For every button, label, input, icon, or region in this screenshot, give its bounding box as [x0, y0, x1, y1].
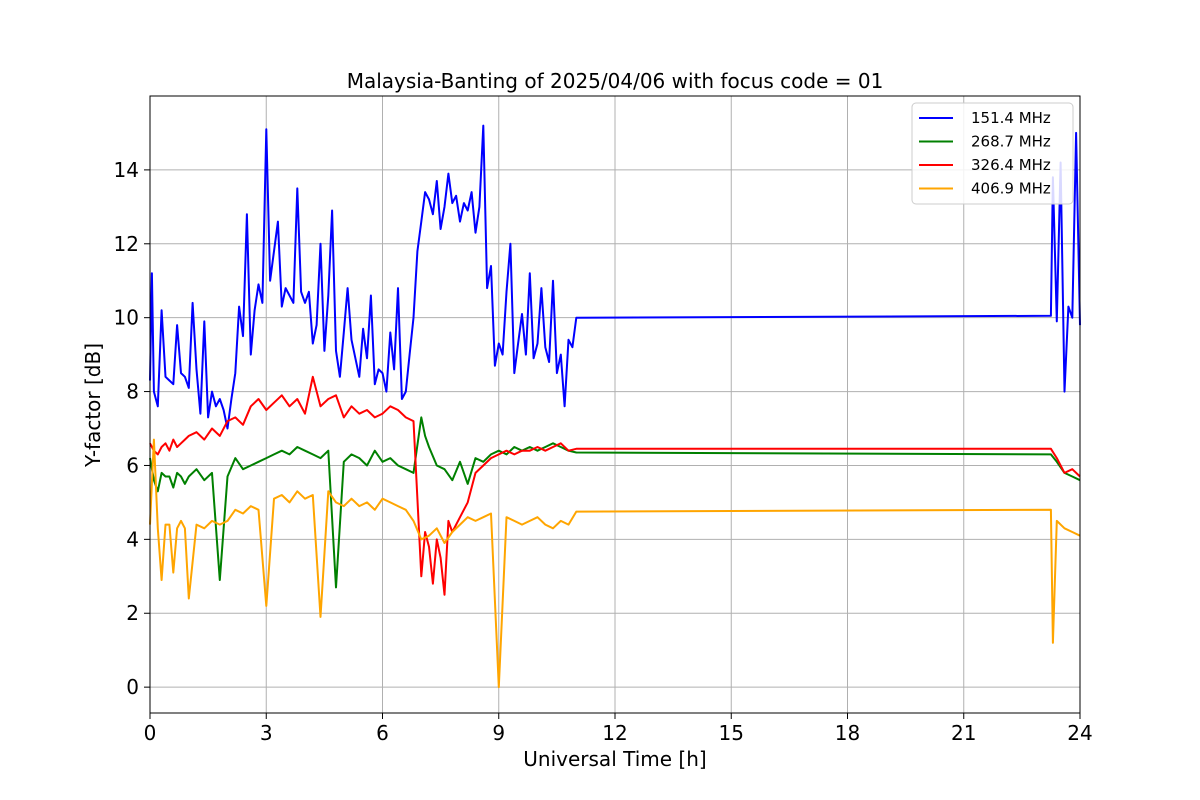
- x-tick-label: 21: [951, 721, 976, 745]
- legend-label: 268.7 MHz: [971, 133, 1051, 151]
- x-tick-label: 15: [719, 721, 744, 745]
- y-axis-label: Y-factor [dB]: [81, 343, 105, 468]
- x-tick-label: 18: [835, 721, 860, 745]
- x-tick-label: 6: [376, 721, 389, 745]
- x-tick-label: 0: [144, 721, 157, 745]
- series-line-4: [149, 438, 1081, 689]
- y-tick-label: 2: [126, 601, 139, 625]
- legend-box: [911, 102, 1074, 205]
- x-tick-label: 24: [1067, 721, 1092, 745]
- y-tick-label: 4: [126, 527, 139, 551]
- series-line-3: [149, 375, 1081, 596]
- x-tick-label: 3: [260, 721, 273, 745]
- chart-title: Malaysia-Banting of 2025/04/06 with focu…: [347, 69, 884, 93]
- y-tick-label: 10: [114, 306, 139, 330]
- legend: 151.4 MHz 268.7 MHz 326.4 MHz 406.9 MHz: [911, 102, 1074, 205]
- legend-label: 326.4 MHz: [971, 156, 1051, 174]
- y-tick-label: 12: [114, 232, 139, 256]
- y-tick-label: 6: [126, 453, 139, 477]
- y-tick-label: 14: [114, 158, 139, 182]
- series-line-1: [149, 124, 1081, 430]
- x-axis-label: Universal Time [h]: [523, 747, 706, 771]
- x-tick-label: 9: [492, 721, 505, 745]
- y-tick-label: 0: [126, 675, 139, 699]
- legend-label: 406.9 MHz: [971, 180, 1051, 198]
- y-tick-label: 8: [126, 380, 139, 404]
- plot-series: [149, 124, 1081, 689]
- series-line-2: [149, 416, 1081, 589]
- legend-label: 151.4 MHz: [971, 109, 1051, 127]
- x-tick-label: 12: [602, 721, 627, 745]
